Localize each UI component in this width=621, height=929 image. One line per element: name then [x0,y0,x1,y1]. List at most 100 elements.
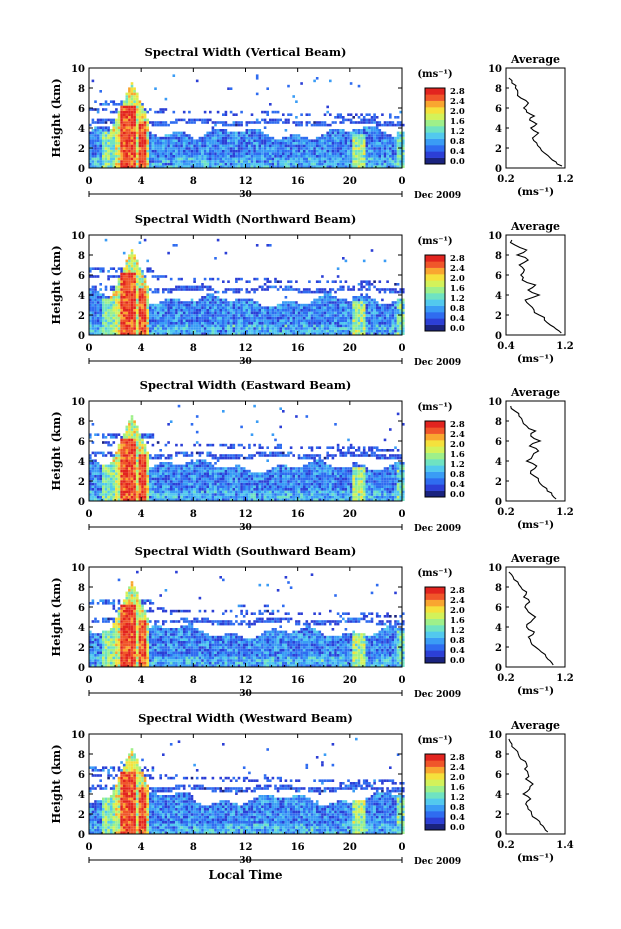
colorbar-segment [425,113,445,120]
colorbar-segment [425,650,445,657]
colorbar-tick-label: 0.8 [450,636,465,646]
beam-panel-1: Spectral Width (Northward Beam) Height (k… [49,212,574,368]
colorbar-segment [425,119,445,127]
colorbar-tick-label: 1.2 [450,127,465,137]
profile-y-tick-label: 6 [495,770,502,781]
x-tick-label: 0 [86,176,93,187]
y-tick-label: 4 [78,291,85,302]
profile-frame [505,234,566,336]
profile-line [508,77,563,167]
colorbar-segment [425,261,445,268]
profile-y-tick-label: 0 [495,663,502,674]
y-tick-label: 2 [78,477,85,488]
y-axis-label: Height (km) [49,245,63,324]
day-label: 30 [239,190,252,200]
colorbar-tick-label: 0.8 [450,137,465,147]
colorbar-unit: (ms⁻¹) [417,568,452,579]
x-tick-label: 12 [239,675,253,686]
x-tick-label: 0 [399,176,406,187]
profile-x-tick-label: 1.2 [556,174,573,185]
x-tick-label: 0 [399,675,406,686]
colorbar-tick-label: 2.8 [450,420,465,430]
y-tick-label: 0 [78,331,85,342]
colorbar-tick-label: 2.0 [450,107,465,117]
colorbar-unit: (ms⁻¹) [417,402,452,413]
colorbar-segment [425,593,445,600]
colorbar-segment [425,465,445,472]
profile-y-tick-label: 0 [495,830,502,841]
beam-panel-3: Spectral Width (Southward Beam) Height (k… [49,544,574,700]
profile-title: Average [510,719,560,732]
colorbar-tick-label: 0.0 [450,490,465,500]
colorbar-tick-label: 2.4 [450,596,465,606]
colorbar-tick-label: 1.6 [450,783,465,793]
colorbar-tick-label: 0.0 [450,823,465,833]
colorbar-segment [425,478,445,485]
colorbar-segment [425,157,445,165]
x-tick-label: 0 [86,842,93,853]
y-tick-label: 6 [78,104,85,115]
colorbar-tick-label: 1.2 [450,460,465,470]
colorbar-segment [425,792,445,799]
y-axis-label: Height (km) [49,577,63,656]
y-tick-label: 2 [78,144,85,155]
date-label: Dec 2009 [414,358,461,368]
colorbar-segment [425,299,445,306]
x-tick-label: 4 [138,176,145,187]
colorbar-segment [425,637,445,645]
x-tick-label: 12 [239,176,253,187]
y-axis-label: Height (km) [49,411,63,490]
colorbar-tick-label: 0.4 [450,147,465,157]
colorbar-segment [425,255,445,262]
profile-y-tick-label: 8 [495,84,502,95]
profile-title: Average [510,220,560,233]
y-tick-label: 4 [78,124,85,135]
colorbar-tick-label: 0.8 [450,304,465,314]
colorbar-segment [425,804,445,812]
profile-frame [505,733,566,835]
y-tick-label: 6 [78,271,85,282]
colorbar-segment [425,293,445,300]
y-tick-label: 8 [78,750,85,761]
x-tick-label: 16 [291,675,305,686]
heatmap-field [89,238,405,335]
colorbar-frame [424,753,446,831]
y-tick-label: 10 [71,231,85,242]
x-tick-label: 8 [190,675,197,686]
profile-line [508,738,549,833]
colorbar-segment [425,421,445,428]
colorbar-segment [425,817,445,824]
x-tick-label: 16 [291,343,305,354]
colorbar-segment [425,280,445,287]
profile-title: Average [510,386,560,399]
colorbar-segment [425,798,445,805]
day-label: 30 [239,856,252,866]
colorbar-unit: (ms⁻¹) [417,69,452,80]
profile-y-tick-label: 0 [495,164,502,175]
profile-y-tick-label: 10 [488,730,502,741]
colorbar-tick-label: 2.4 [450,763,465,773]
x-tick-label: 12 [239,842,253,853]
colorbar-segment [425,100,445,108]
colorbar-tick-label: 0.4 [450,314,465,324]
y-tick-label: 8 [78,417,85,428]
colorbar-segment [425,656,445,664]
x-tick-label: 4 [138,842,145,853]
profile-y-tick-label: 8 [495,251,502,262]
colorbar-tick-label: 2.4 [450,97,465,107]
colorbar-tick-label: 0.4 [450,646,465,656]
colorbar-segment [425,779,445,786]
colorbar-tick-label: 0.8 [450,803,465,813]
colorbar-segment [425,631,445,638]
beam-panel-0: Spectral Width (Vertical Beam) Height (km… [49,45,574,201]
profile-x-tick-label: 0.2 [497,507,514,518]
x-tick-label: 16 [291,509,305,520]
y-tick-label: 0 [78,830,85,841]
colorbar-tick-label: 2.0 [450,274,465,284]
x-tick-label: 4 [138,509,145,520]
x-tick-label: 20 [343,509,357,520]
colorbar-segment [425,625,445,632]
x-tick-label: 20 [343,176,357,187]
profile-line [508,571,554,666]
colorbar-segment [425,138,445,146]
